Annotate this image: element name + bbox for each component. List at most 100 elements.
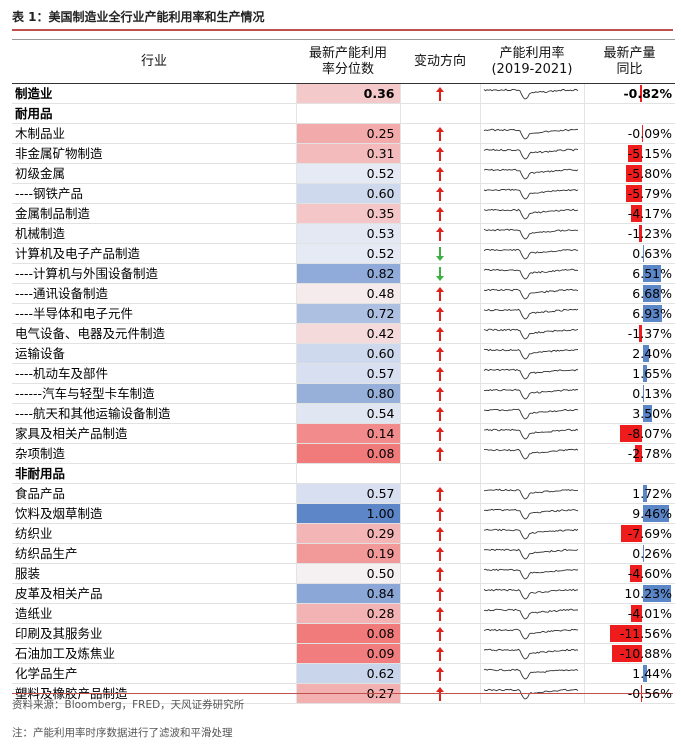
yoy-cell xyxy=(584,463,675,484)
yoy-value: 0.63% xyxy=(632,246,672,261)
yoy-cell: -4.01% xyxy=(584,603,675,624)
yoy-bar xyxy=(642,585,672,602)
yoy-value: 1.65% xyxy=(632,366,672,381)
utilization-sparkline xyxy=(480,443,585,464)
table-row: 化学品生产 0.62 1.44% xyxy=(12,663,675,684)
percentile-value: 0.42 xyxy=(296,323,401,344)
yoy-bar xyxy=(612,645,643,662)
utilization-sparkline xyxy=(480,203,585,224)
up-arrow-icon xyxy=(400,283,481,304)
utilization-sparkline xyxy=(480,503,585,524)
percentile-value xyxy=(296,103,401,124)
yoy-cell: -10.88% xyxy=(584,643,675,664)
yoy-cell: -0.09% xyxy=(584,123,675,144)
yoy-bar xyxy=(639,225,643,242)
up-arrow-icon xyxy=(400,203,481,224)
up-arrow-icon xyxy=(400,143,481,164)
table-row: 计算机及电子产品制造 0.52 0.63% xyxy=(12,243,675,264)
percentile-value: 0.52 xyxy=(296,243,401,264)
up-arrow-icon xyxy=(400,103,481,124)
industry-name: 计算机及电子产品制造 xyxy=(12,243,297,264)
percentile-value: 0.80 xyxy=(296,383,401,404)
percentile-value: 0.48 xyxy=(296,283,401,304)
footer-rule xyxy=(12,693,673,694)
table-row: 饮料及烟草制造 1.00 9.46% xyxy=(12,503,675,524)
percentile-value: 0.25 xyxy=(296,123,401,144)
table-row: 家具及相关产品制造 0.14 -8.07% xyxy=(12,423,675,444)
yoy-cell: 9.46% xyxy=(584,503,675,524)
industry-name: 饮料及烟草制造 xyxy=(12,503,297,524)
yoy-value: -4.60% xyxy=(627,566,672,581)
yoy-bar xyxy=(638,325,643,342)
up-arrow-icon xyxy=(400,163,481,184)
percentile-value xyxy=(296,463,401,484)
table-body: 制造业 0.36 -0.82% 耐用品 木制品业 0.25 -0.09% 非金属矿物制造 0.3… xyxy=(12,83,675,704)
utilization-sparkline xyxy=(480,583,585,604)
up-arrow-icon xyxy=(400,383,481,404)
utilization-sparkline xyxy=(480,343,585,364)
industry-name: 皮革及相关产品 xyxy=(12,583,297,604)
header-yoy: 最新产量同比 xyxy=(584,39,675,84)
yoy-cell: 0.63% xyxy=(584,243,675,264)
section-label: 耐用品 xyxy=(12,103,297,124)
utilization-sparkline xyxy=(480,283,585,304)
yoy-bar xyxy=(640,85,643,102)
section-label: 非耐用品 xyxy=(12,463,297,484)
yoy-cell: -0.82% xyxy=(584,83,675,104)
yoy-value: 1.72% xyxy=(632,486,672,501)
utilization-sparkline xyxy=(480,563,585,584)
up-arrow-icon xyxy=(400,223,481,244)
yoy-value: 6.51% xyxy=(632,266,672,281)
utilization-sparkline xyxy=(480,423,585,444)
percentile-value: 0.57 xyxy=(296,483,401,504)
percentile-value: 0.14 xyxy=(296,423,401,444)
yoy-value: 1.44% xyxy=(632,666,672,681)
utilization-sparkline xyxy=(480,463,585,484)
yoy-value: -8.07% xyxy=(627,426,672,441)
yoy-cell: 1.65% xyxy=(584,363,675,384)
table-row: 杂项制造 0.08 -2.78% xyxy=(12,443,675,464)
percentile-value: 0.09 xyxy=(296,643,401,664)
percentile-value: 0.29 xyxy=(296,523,401,544)
yoy-bar xyxy=(626,165,643,182)
yoy-bar xyxy=(619,425,643,442)
yoy-value: 3.50% xyxy=(632,406,672,421)
up-arrow-icon xyxy=(400,523,481,544)
percentile-value: 0.35 xyxy=(296,203,401,224)
up-arrow-icon xyxy=(400,423,481,444)
utilization-sparkline xyxy=(480,243,585,264)
industry-name: 杂项制造 xyxy=(12,443,297,464)
yoy-value: -0.09% xyxy=(627,126,672,141)
yoy-bar xyxy=(620,525,643,542)
utilization-sparkline xyxy=(480,663,585,684)
yoy-value: 6.93% xyxy=(632,306,672,321)
table-row: ----半导体和电子元件 0.72 6.93% xyxy=(12,303,675,324)
utilization-sparkline xyxy=(480,403,585,424)
industry-name: 石油加工及炼焦业 xyxy=(12,643,297,664)
up-arrow-icon xyxy=(400,403,481,424)
yoy-cell: 1.72% xyxy=(584,483,675,504)
yoy-bar xyxy=(628,145,643,162)
table-row: 服装 0.50 -4.60% xyxy=(12,563,675,584)
percentile-value: 0.19 xyxy=(296,543,401,564)
yoy-value: -5.15% xyxy=(627,146,672,161)
section-row: 耐用品 xyxy=(12,103,675,124)
yoy-bar xyxy=(629,565,643,582)
table-row: 印刷及其服务业 0.08 -11.56% xyxy=(12,623,675,644)
up-arrow-icon xyxy=(400,363,481,384)
utilization-sparkline xyxy=(480,103,585,124)
yoy-bar xyxy=(634,445,643,462)
percentile-value: 0.53 xyxy=(296,223,401,244)
yoy-cell: -0.56% xyxy=(584,683,675,704)
percentile-value: 0.52 xyxy=(296,163,401,184)
yoy-cell: -2.78% xyxy=(584,443,675,464)
utilization-sparkline xyxy=(480,643,585,664)
yoy-value: 9.46% xyxy=(632,506,672,521)
industry-name: ----钢铁产品 xyxy=(12,183,297,204)
source-note: 资料来源：Bloomberg，FRED，天风证券研究所 xyxy=(12,699,245,711)
up-arrow-icon xyxy=(400,543,481,564)
utilization-sparkline xyxy=(480,383,585,404)
yoy-bar xyxy=(631,605,643,622)
percentile-value: 0.28 xyxy=(296,603,401,624)
up-arrow-icon xyxy=(400,663,481,684)
